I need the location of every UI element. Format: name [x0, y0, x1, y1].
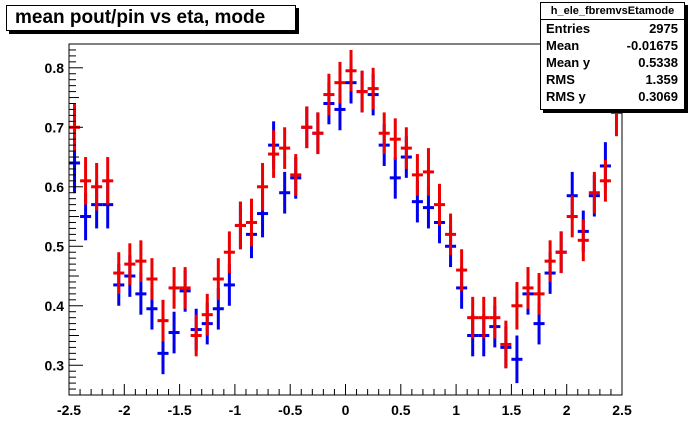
data-point [223, 231, 235, 274]
stat-row-rms-y: RMS y 0.3069 [541, 88, 684, 105]
data-point [290, 154, 302, 196]
stat-value: 0.5338 [638, 55, 678, 70]
stat-value: 1.359 [645, 72, 678, 87]
series-1 [69, 49, 622, 369]
data-point [456, 249, 468, 291]
stat-label: Mean y [546, 55, 591, 70]
stat-value: -0.01675 [626, 38, 678, 53]
stats-histogram-name: h_ele_fbremvsEtamode [541, 3, 684, 20]
stat-row-mean-y: Mean y 0.5338 [541, 54, 684, 71]
stat-label: RMS [546, 72, 575, 87]
data-point [190, 314, 202, 357]
y-tick-label: 0.7 [45, 119, 65, 135]
data-point [157, 299, 169, 342]
data-point [168, 267, 180, 309]
data-point [80, 157, 92, 205]
x-tick-label: -0.5 [278, 402, 302, 418]
data-point [102, 157, 114, 205]
data-point [334, 61, 346, 104]
data-point [511, 281, 523, 330]
data-point [345, 49, 357, 92]
x-tick-label: 2 [563, 402, 571, 418]
data-marks [69, 49, 622, 384]
data-point [599, 160, 611, 202]
data-point [301, 106, 313, 149]
data-point [389, 157, 401, 199]
data-point [268, 130, 280, 178]
y-tick-label: 0.3 [45, 357, 65, 373]
x-tick-label: 1 [452, 402, 460, 418]
x-tick-label: 0 [342, 402, 350, 418]
data-point [445, 213, 457, 256]
stat-value: 2975 [649, 21, 678, 36]
x-tick-label: 2.5 [612, 402, 632, 418]
data-point [544, 240, 556, 282]
data-point [367, 67, 379, 110]
axes: -2.5 -2 -1.5 -1 -0.5 0 0.5 1 1.5 2 2.5 0.3 0.4 0.5 0.6… [45, 49, 632, 418]
data-point [91, 162, 103, 211]
data-point [135, 240, 147, 282]
stat-label: Mean [546, 38, 580, 53]
stat-value: 0.3069 [638, 89, 678, 104]
data-point [533, 273, 545, 315]
data-point [577, 219, 589, 262]
data-point [168, 311, 180, 354]
data-point [478, 296, 490, 339]
data-point [124, 243, 136, 285]
data-point [522, 267, 534, 309]
y-tick-label: 0.4 [45, 298, 65, 314]
x-tick-label: -1.5 [168, 402, 192, 418]
data-point [279, 171, 291, 214]
x-tick-label: -2.5 [57, 402, 81, 418]
stat-row-entries: Entries 2975 [541, 20, 684, 37]
data-point [489, 296, 501, 339]
data-point [234, 201, 246, 250]
x-tick-label: -2 [118, 402, 131, 418]
data-point [555, 231, 567, 274]
data-point [500, 320, 512, 369]
data-point [201, 293, 213, 336]
x-tick-label: 1.5 [502, 402, 522, 418]
data-point [378, 112, 390, 155]
y-tick-label: 0.6 [45, 179, 65, 195]
data-point [588, 171, 600, 214]
data-point [146, 258, 158, 300]
stats-box: h_ele_fbremvsEtamode Entries 2975 Mean -… [540, 2, 685, 110]
data-point [279, 127, 291, 169]
y-tick-label: 0.5 [45, 238, 65, 254]
data-point [422, 148, 434, 196]
data-point [113, 252, 125, 294]
data-point [179, 267, 191, 309]
data-point [312, 112, 324, 155]
data-point [433, 183, 446, 226]
data-point [245, 198, 258, 247]
stat-row-mean: Mean -0.01675 [541, 37, 684, 54]
data-point [389, 118, 401, 161]
stat-label: RMS y [546, 89, 586, 104]
data-point [411, 154, 423, 196]
data-point [212, 258, 224, 300]
data-point [257, 162, 269, 211]
chart-title: mean pout/pin vs eta, mode [6, 5, 296, 31]
y-tick-label: 0.8 [45, 60, 65, 76]
data-point [566, 195, 578, 238]
stat-row-rms: RMS 1.359 [541, 71, 684, 88]
data-point [467, 296, 479, 339]
series-0 [69, 61, 611, 384]
data-point [323, 73, 335, 116]
x-tick-label: 0.5 [391, 402, 411, 418]
data-point [356, 70, 368, 113]
data-point [400, 127, 412, 169]
stat-label: Entries [546, 21, 591, 36]
x-tick-label: -1 [229, 402, 242, 418]
data-point [511, 335, 523, 384]
